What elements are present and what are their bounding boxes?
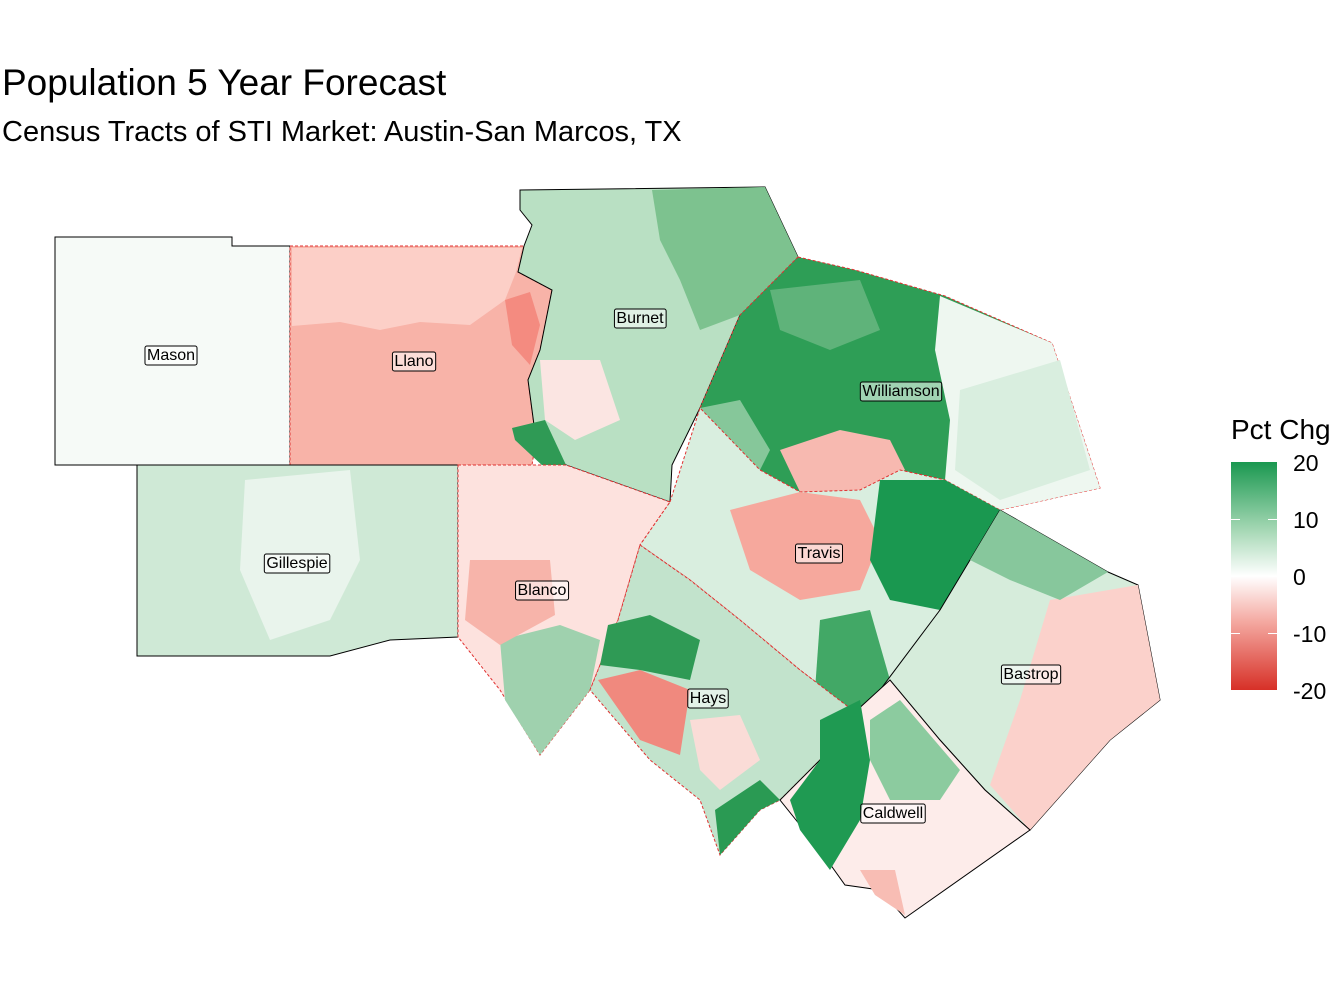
travis-east — [870, 480, 1000, 610]
county-label-travis: Travis — [795, 543, 843, 564]
county-label-text: Llano — [394, 353, 433, 370]
county-label-text: Burnet — [616, 310, 664, 327]
travis-southeast — [815, 610, 890, 712]
county-label-text: Caldwell — [863, 805, 923, 822]
hays-center-pink — [690, 715, 760, 790]
legend-tick-mark — [1268, 633, 1277, 634]
county-label-box — [515, 580, 570, 601]
county-label-text: Blanco — [518, 582, 567, 599]
williamson-south-red — [780, 430, 905, 492]
llano-north-band — [292, 248, 522, 330]
legend-tick-mark — [1268, 519, 1277, 520]
legend-tick-mark — [1268, 576, 1277, 577]
county-label-text: Williamson — [862, 383, 939, 400]
county-label-text: Bastrop — [1003, 666, 1058, 683]
williamson-northwest — [770, 280, 880, 350]
chart-title: Population 5 Year Forecast — [2, 62, 447, 103]
bastrop-south-red — [990, 585, 1160, 830]
county-label-box — [144, 345, 198, 366]
legend-tick-label: 0 — [1293, 564, 1306, 590]
blanco-south — [500, 625, 600, 755]
legend-tick-label: 10 — [1293, 507, 1319, 533]
burnet-east — [652, 187, 798, 330]
county-label-box — [1000, 664, 1062, 685]
legend-tick-mark — [1231, 519, 1240, 520]
williamson-east-mid — [955, 360, 1090, 500]
county-label-box — [391, 351, 437, 372]
county-label-gillespie: Gillespie — [263, 553, 331, 574]
county-label-box — [263, 553, 331, 574]
legend-title: Pct Chg — [1231, 414, 1331, 445]
county-label-mason: Mason — [144, 345, 198, 366]
county-label-williamson: Williamson — [859, 381, 943, 402]
county-label-text: Hays — [690, 690, 726, 707]
county-label-hays: Hays — [687, 688, 729, 709]
caldwell-north-green — [790, 700, 870, 870]
llano-hotspot — [505, 292, 540, 365]
county-label-text: Gillespie — [266, 555, 327, 572]
hays-west-red — [598, 670, 690, 755]
burnet-southwest — [540, 360, 620, 440]
williamson-west — [700, 400, 770, 470]
hays-south-green — [715, 780, 780, 855]
county-label-llano: Llano — [391, 351, 437, 372]
hays-northwest-green — [600, 615, 700, 680]
legend-tick-label: -20 — [1293, 678, 1327, 704]
legend-tick-label: -10 — [1293, 621, 1327, 647]
county-label-box — [613, 308, 667, 329]
caldwell-south-red — [860, 870, 905, 915]
caldwell-center-green — [870, 700, 960, 800]
county-label-bastrop: Bastrop — [1000, 664, 1062, 685]
legend-tick-mark — [1231, 633, 1240, 634]
county-label-text: Mason — [147, 347, 195, 364]
county-label-burnet: Burnet — [613, 308, 667, 329]
bastrop-north-green — [970, 510, 1108, 600]
county-label-box — [859, 381, 943, 402]
burnet-southwest-green — [512, 420, 566, 468]
county-label-box — [860, 803, 926, 824]
county-label-caldwell: Caldwell — [860, 803, 926, 824]
county-label-blanco: Blanco — [515, 580, 570, 601]
legend-tick-label: 20 — [1293, 450, 1319, 476]
legend-tick-mark — [1231, 576, 1240, 577]
county-label-text: Travis — [798, 545, 841, 562]
county-labels: Mason Llano Burnet Williamson Gillespie Blanc… — [144, 308, 1062, 824]
county-label-box — [687, 688, 729, 709]
chart-subtitle: Census Tracts of STI Market: Austin-San … — [2, 116, 682, 148]
county-label-box — [795, 543, 843, 564]
